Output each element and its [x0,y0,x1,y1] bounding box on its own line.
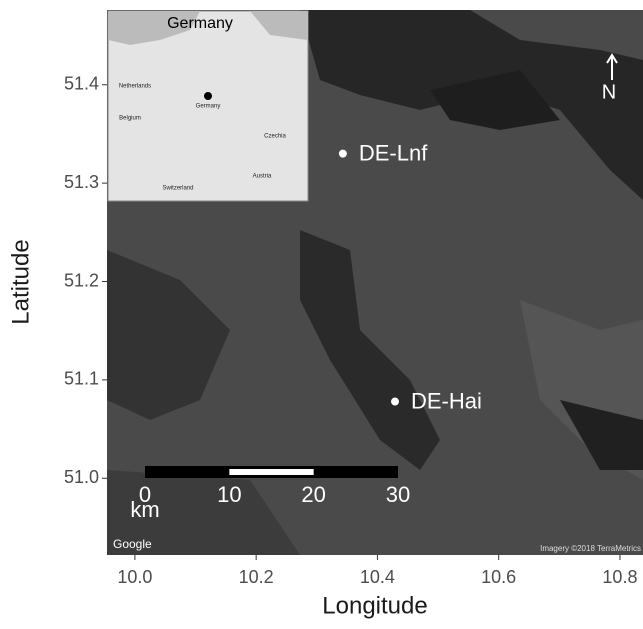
y-tick-label: 51.4 [64,74,99,94]
site-point [339,150,347,158]
attribution: Imagery ©2018 TerraMetrics [540,544,641,553]
inset-label: Germany [196,104,221,110]
site-label: DE-Hai [411,388,482,413]
scale-segment [229,469,313,475]
y-tick-label: 51.0 [64,467,99,487]
y-tick-label: 51.3 [64,172,99,192]
y-tick-label: 51.2 [64,270,99,290]
inset-label: Switzerland [162,186,193,192]
x-tick-label: 10.0 [117,567,152,587]
y-tick-label: 51.1 [64,369,99,389]
x-tick-label: 10.4 [360,567,395,587]
inset-title: Germany [167,15,233,32]
y-axis-title: Latitude [7,239,34,324]
scale-unit: km [130,497,159,522]
x-tick-label: 10.2 [239,567,274,587]
attribution: Google [113,537,152,551]
scale-label: 30 [386,482,410,507]
site-point [391,398,399,406]
scale-label: 20 [301,482,325,507]
x-tick-label: 10.8 [602,567,637,587]
north-label: N [602,81,616,103]
x-axis-title: Longitude [322,592,427,619]
page: {"chart_data": {"type": "scatter", "xlab… [0,0,643,629]
site-label: DE-Lnf [359,140,428,165]
scale-label: 10 [217,482,241,507]
chart: Germany N Google Imagery ©2018 TerraMetr… [0,0,643,624]
x-tick-label: 10.6 [481,567,516,587]
inset-label: Netherlands [119,84,151,90]
inset-label: Belgium [119,116,141,122]
inset-label: Austria [253,174,272,180]
inset-label: Czechia [264,134,286,140]
